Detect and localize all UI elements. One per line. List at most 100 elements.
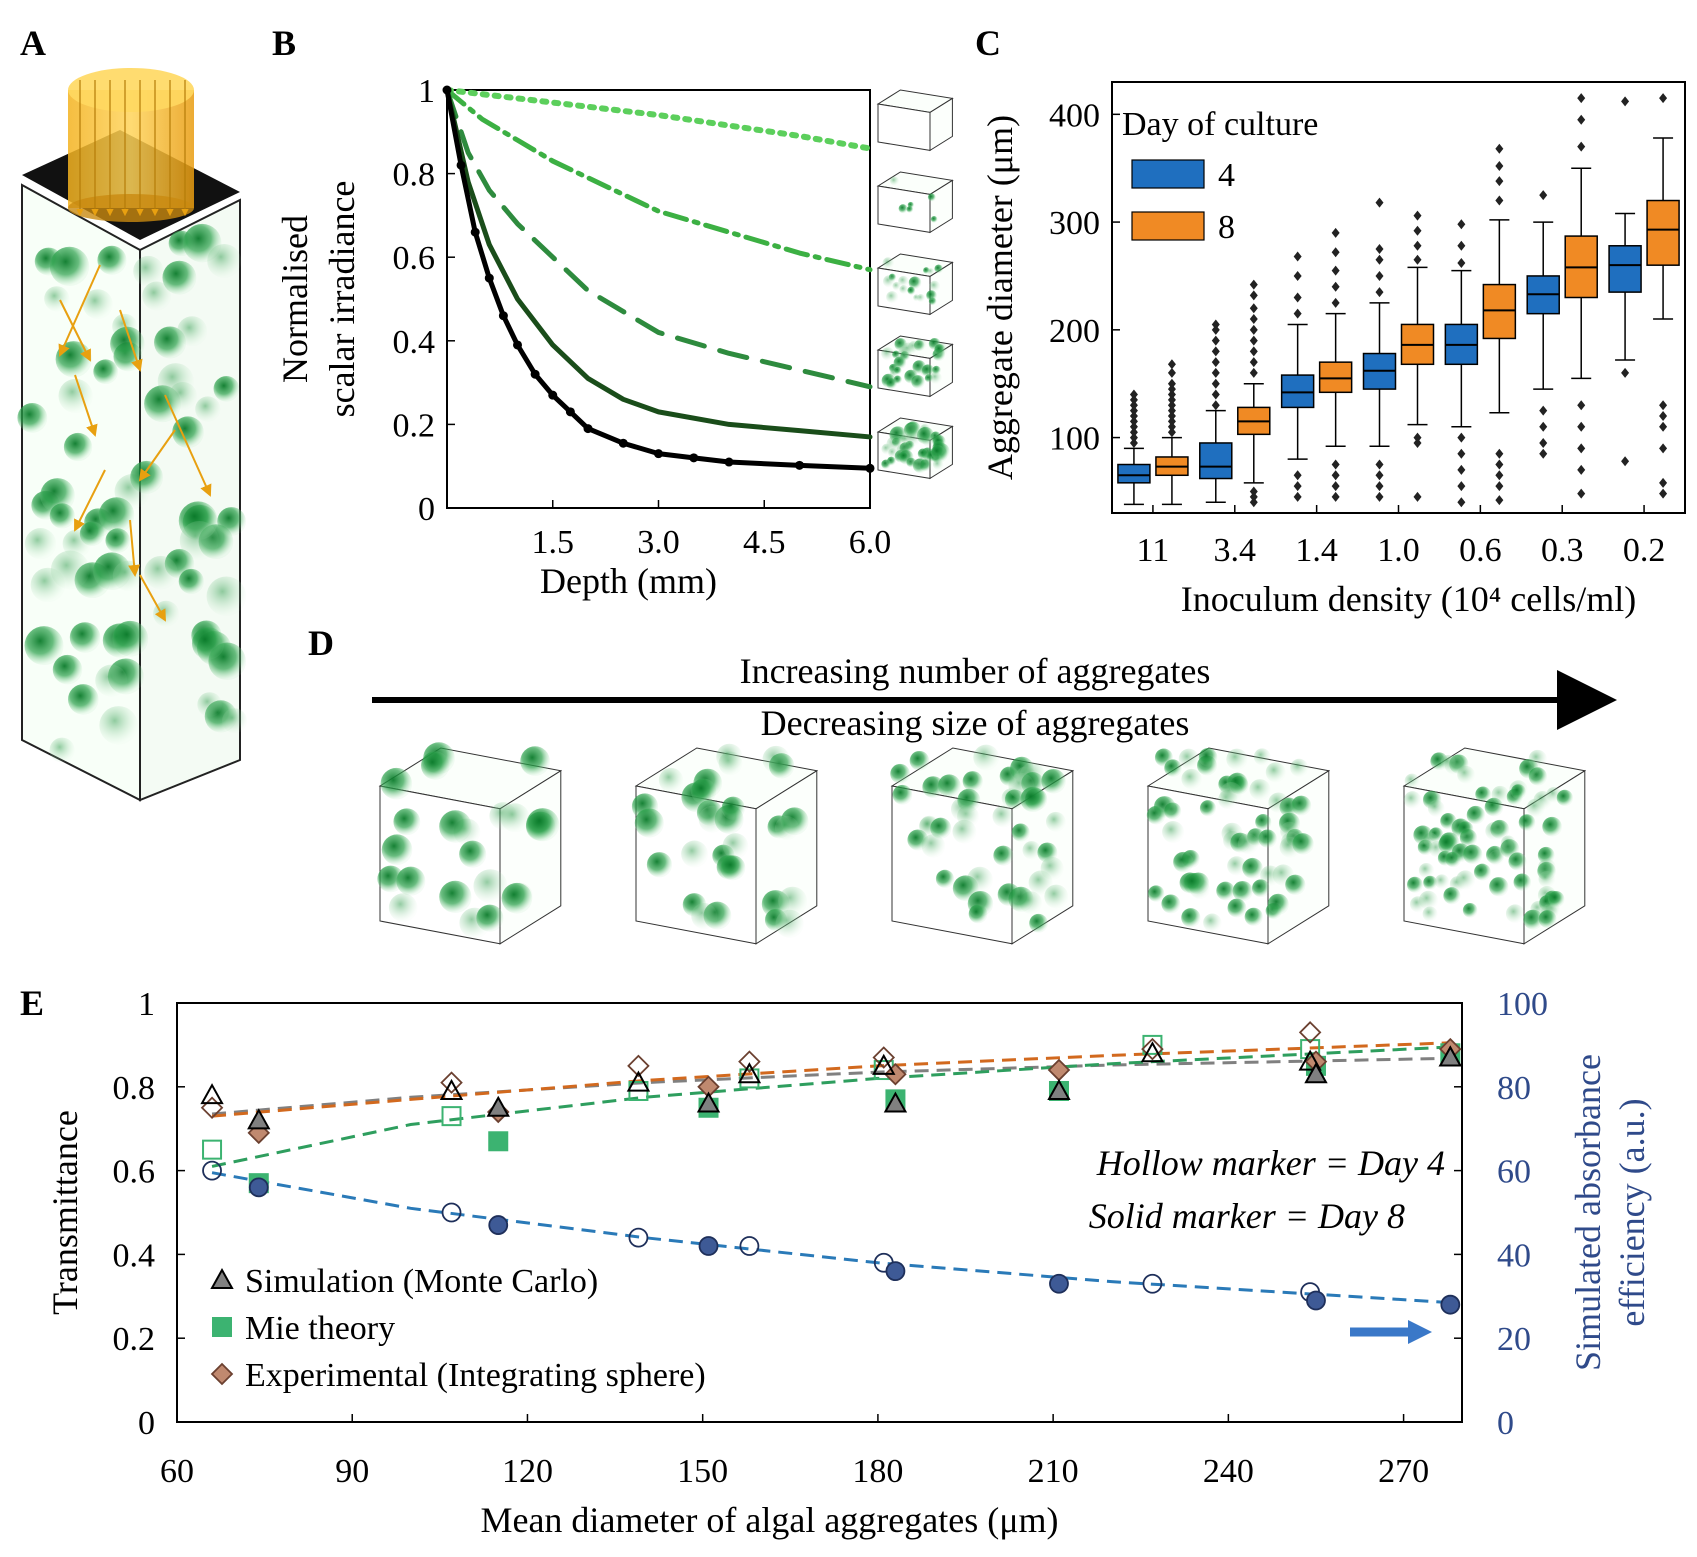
aggregate-sphere <box>1041 768 1066 794</box>
column-aggregate <box>130 460 164 494</box>
chart-b-xtick-label: 4.5 <box>743 524 786 561</box>
aggregate-sphere <box>388 893 418 922</box>
column-aggregate <box>105 528 131 553</box>
aggregate-sphere <box>1162 821 1185 843</box>
cube-aggregates <box>882 257 944 306</box>
chart-c-outlier <box>1249 314 1258 325</box>
aggregate-sphere <box>1242 857 1263 879</box>
chart-e-absorbance-point <box>1049 1273 1069 1294</box>
column-aggregate <box>168 381 197 411</box>
chart-c-outlier <box>1413 225 1422 236</box>
aggregate-sphere <box>930 445 946 460</box>
chart-c-outlier <box>1495 143 1504 154</box>
chart-e-absorbance-point <box>488 1215 509 1235</box>
chart-e-fit-simulation <box>211 1056 1451 1116</box>
column-aggregate <box>133 255 164 287</box>
aggregate-sphere <box>1028 870 1053 895</box>
aggregate-sphere <box>1440 812 1457 830</box>
aggregate-sphere <box>934 344 946 356</box>
aggregate-sphere <box>1255 813 1272 831</box>
chart-c-outlier <box>1293 292 1302 303</box>
chart-b-ytick-label: 0.4 <box>393 324 436 361</box>
aggregate-sphere <box>1291 795 1312 816</box>
panel-e-label: E <box>20 983 44 1023</box>
panel-d-label: D <box>308 623 334 663</box>
chart-e-absorbance-point <box>248 1177 269 1198</box>
aggregate-sphere <box>1203 913 1222 932</box>
chart-e-frame <box>176 1002 1463 1423</box>
aggregate-sphere <box>901 342 916 357</box>
chart-c-outlier <box>1659 421 1668 432</box>
aggregate-sphere <box>889 176 900 186</box>
column-aggregate <box>69 622 101 653</box>
chart-e-mie-point <box>488 1131 509 1152</box>
chart-c-outlier <box>1129 437 1138 448</box>
chart-e-ytick-label: 1 <box>138 986 155 1023</box>
chart-e-y2tick-label: 0 <box>1497 1405 1514 1442</box>
chart-c-outlier <box>1249 497 1258 508</box>
aggregate-sphere <box>1183 872 1205 895</box>
aggregate-sphere <box>898 275 909 287</box>
aggregate-sphere <box>526 808 560 842</box>
aggregate-sphere <box>1045 811 1066 832</box>
aggregate-sphere <box>762 745 790 774</box>
chart-b-series-point <box>689 453 699 463</box>
chart-c-ytick-label: 400 <box>1049 97 1100 134</box>
chart-c-outlier <box>1495 481 1504 492</box>
chart-b-ylabel-line1: Normalised <box>275 215 315 383</box>
chart-c-outlier <box>1375 287 1384 298</box>
chart-c-outlier <box>1249 335 1258 346</box>
chart-b-series-line <box>444 87 873 152</box>
chart-e-simulation-point <box>1140 1041 1165 1063</box>
chart-e-y2label-line1: Simulated absorbance <box>1568 1054 1608 1371</box>
aggregate-sphere <box>1011 823 1030 842</box>
chart-e-simulation-point <box>1047 1078 1071 1100</box>
chart-e-simulation-point <box>883 1091 908 1113</box>
cube-front-face <box>877 103 931 151</box>
chart-c-box <box>1280 374 1315 409</box>
aggregate-sphere <box>1029 913 1048 933</box>
aggregate-sphere <box>930 215 938 223</box>
column-aggregate <box>49 503 75 529</box>
aggregate-sphere <box>937 774 961 798</box>
aggregate-sphere <box>1542 816 1562 837</box>
chart-c-outlier <box>1249 346 1258 357</box>
cube-aggregates <box>890 744 1069 933</box>
aggregate-sphere <box>914 338 927 352</box>
chart-e-legend-label: Mie theory <box>245 1310 395 1347</box>
chart-b-ytick-label: 0.6 <box>393 240 436 277</box>
chart-b-series-point <box>456 160 466 170</box>
inset-cube <box>876 253 954 316</box>
column-aggregate <box>144 555 178 590</box>
chart-e-y2tick-label: 20 <box>1497 1321 1531 1358</box>
light-path-arrow <box>138 429 176 482</box>
panel-b: B 0 0.2 0.4 0.6 0.8 1 1.5 3.0 4.5 6.0 Depth (mm) No… <box>272 23 954 601</box>
chart-c-outlier <box>1211 357 1220 368</box>
aggregate-cube <box>1146 747 1331 945</box>
aggregate-sphere <box>1466 805 1485 825</box>
chart-c-xtick-label: 1.0 <box>1377 532 1420 569</box>
aggregate-sphere <box>501 882 533 914</box>
aggregate-sphere <box>992 805 1015 828</box>
aggregate-sphere <box>1268 792 1289 813</box>
aggregate-sphere <box>893 366 902 375</box>
aggregate-sphere <box>380 767 413 800</box>
chart-e-ytick-label: 0.2 <box>113 1321 156 1358</box>
chart-e-simulation-point <box>439 1078 464 1100</box>
cube-aggregates <box>881 338 948 389</box>
aggregate-sphere <box>1427 800 1445 817</box>
inset-cube <box>876 171 954 234</box>
chart-c-xtick-label: 11 <box>1137 532 1170 569</box>
column-aggregate <box>178 568 204 594</box>
aggregate-sphere <box>899 285 909 294</box>
column-aggregate <box>191 627 225 660</box>
aggregate-sphere <box>1518 814 1536 831</box>
chart-c-outlier <box>1375 270 1384 281</box>
light-path-arrow <box>139 574 166 622</box>
chart-c-outlier <box>1375 481 1384 492</box>
aggregate-sphere <box>1510 784 1526 800</box>
aggregate-sphere <box>913 294 920 302</box>
aggregate-sphere <box>520 746 550 776</box>
column-aggregate <box>24 626 64 666</box>
chart-e-absorbance-point <box>202 1160 222 1181</box>
